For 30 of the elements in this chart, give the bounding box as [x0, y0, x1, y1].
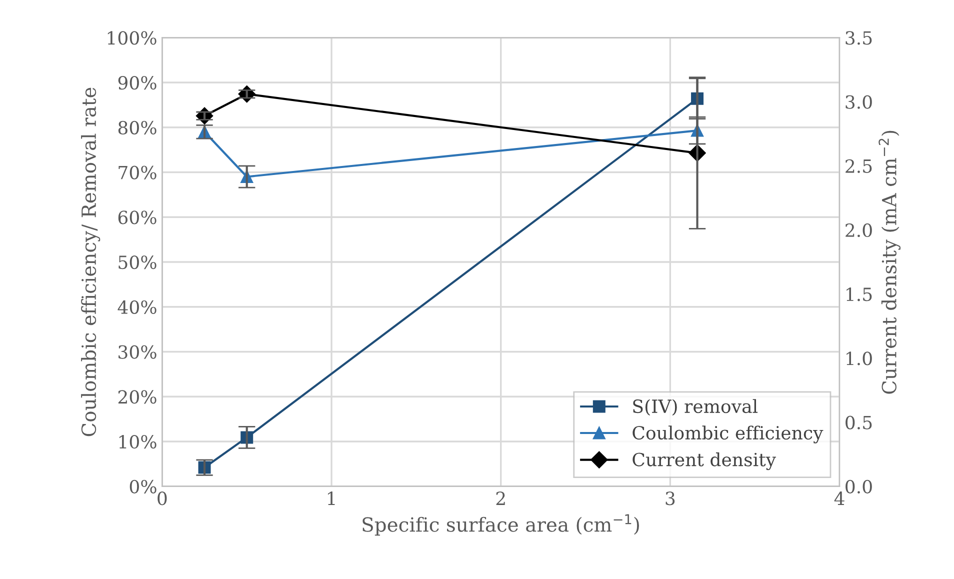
y2-tick-label: 1.5 — [846, 288, 872, 302]
y2-tick-label: 0.5 — [846, 416, 872, 430]
y-tick-label: 100% — [108, 31, 156, 45]
y2-tick-label: 0.0 — [846, 480, 872, 494]
y2-tick-label: 1.0 — [846, 352, 872, 366]
y-tick-label: 0% — [130, 480, 156, 494]
y-tick-label: 10% — [119, 434, 156, 449]
legend-label: Current density — [632, 452, 776, 470]
y-tick-label: 80% — [118, 120, 156, 134]
y-tick-label: 30% — [118, 345, 156, 359]
y-tick-label: 90% — [118, 76, 156, 90]
y-tick-label: 20% — [118, 390, 156, 404]
y-axis-title: Coulombic efficiency/ Removal rate — [81, 88, 100, 436]
y-tick-label: 50% — [118, 255, 156, 270]
legend-label: S(IV) removal — [633, 399, 758, 416]
x-tick-label: 3 — [666, 492, 675, 506]
x-tick-label: 4 — [834, 492, 844, 505]
y2-tick-label: 2.5 — [846, 159, 872, 173]
y-tick-label: 60% — [118, 210, 156, 224]
x-tick-label: 1 — [328, 492, 335, 505]
x-tick-label: 0 — [158, 492, 167, 506]
x-axis-title: Specific surface area (cm$^{−1}$) — [362, 514, 639, 536]
y2-tick-label: 2.0 — [846, 223, 872, 238]
y-tick-label: 70% — [118, 166, 156, 180]
legend-label: Coulombic efficiency — [632, 426, 824, 444]
y2-tick-label: 3.5 — [846, 31, 872, 45]
y2-axis-title: Current density (mA cm$^{−2}$) — [878, 130, 901, 394]
y2-tick-label: 3.0 — [846, 95, 872, 109]
x-tick-label: 2 — [496, 492, 505, 505]
y-tick-label: 40% — [118, 300, 156, 314]
